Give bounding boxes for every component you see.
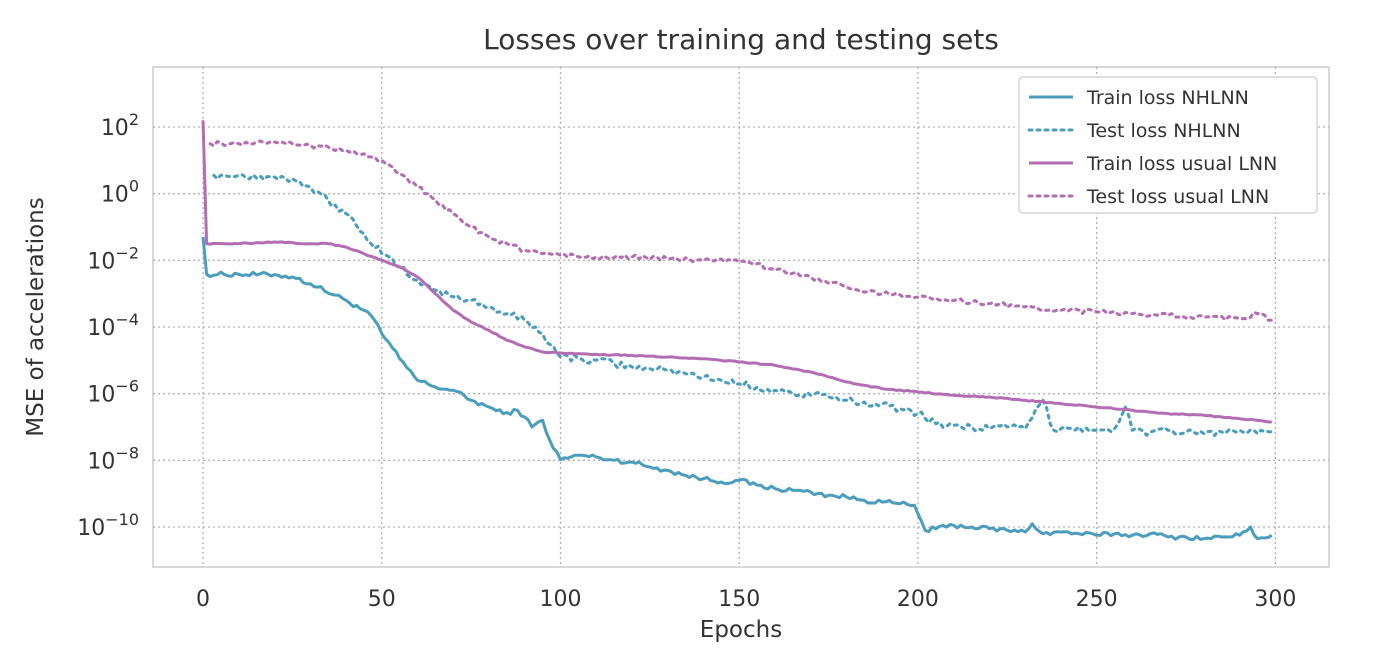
legend-label: Test loss usual LNN — [1086, 186, 1269, 208]
series-line-3 — [201, 120, 1272, 424]
y-ticks: 102 100 10−2 10−4 10−6 10−8 10−10 — [77, 110, 139, 541]
y-tick-label: 102 — [101, 110, 139, 141]
x-axis-label: Epochs — [700, 617, 782, 643]
y-tick-label: 100 — [101, 177, 139, 208]
legend: Train loss NHLNN Test loss NHLNN Train los… — [1018, 76, 1318, 214]
series-line-1 — [201, 236, 1273, 542]
y-tick-label: 10−10 — [77, 510, 139, 541]
y-axis-label: MSE of accelerations — [23, 197, 49, 436]
x-tick-label: 0 — [196, 587, 210, 612]
x-tick-label: 150 — [718, 587, 760, 612]
y-tick-label: 10−8 — [87, 443, 139, 474]
x-tick-label: 200 — [897, 587, 939, 612]
series-line-4 — [208, 139, 1274, 322]
series-lines — [201, 120, 1274, 542]
y-tick-label: 10−4 — [87, 310, 139, 341]
legend-label: Test loss NHLNN — [1086, 120, 1241, 142]
x-tick-label: 100 — [539, 587, 581, 612]
y-tick-label: 10−6 — [87, 377, 139, 408]
x-tick-label: 300 — [1254, 587, 1296, 612]
x-tick-label: 50 — [368, 587, 396, 612]
chart-title: Losses over training and testing sets — [483, 23, 999, 56]
series-line-2 — [212, 173, 1274, 438]
legend-box — [1018, 76, 1318, 214]
x-ticks: 0 50 100 150 200 250 300 — [196, 587, 1296, 612]
y-tick-label: 10−2 — [87, 243, 139, 274]
x-tick-label: 250 — [1076, 587, 1118, 612]
legend-label: Train loss usual LNN — [1086, 153, 1277, 175]
legend-label: Train loss NHLNN — [1086, 87, 1249, 109]
